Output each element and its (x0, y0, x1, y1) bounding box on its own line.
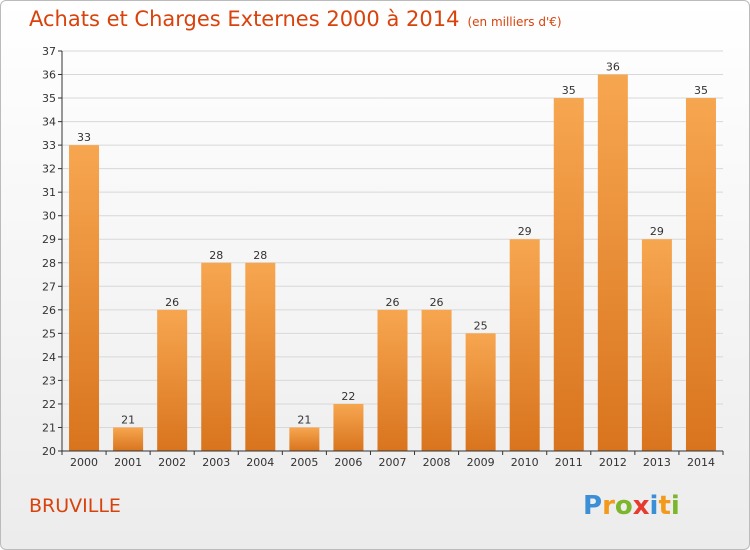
x-tick-label: 2013 (643, 456, 671, 469)
bar-2005 (289, 427, 320, 451)
y-tick-label: 23 (42, 374, 56, 387)
logo-letter: i (670, 491, 680, 521)
axes (58, 50, 724, 455)
y-tick-label: 26 (42, 304, 56, 317)
chart-title: Achats et Charges Externes 2000 à 2014 (e… (29, 7, 562, 31)
y-tick-label: 24 (42, 351, 56, 364)
value-label: 26 (386, 296, 400, 309)
y-tick-label: 36 (42, 69, 56, 82)
x-tick-label: 2012 (599, 456, 627, 469)
y-tick-label: 32 (42, 163, 56, 176)
bar-2008 (421, 309, 452, 451)
bar-2002 (157, 309, 188, 451)
x-tick-label: 2014 (687, 456, 715, 469)
y-tick-label: 27 (42, 280, 56, 293)
logo-letter: i (649, 491, 659, 521)
y-tick-label: 25 (42, 327, 56, 340)
y-tick-label: 29 (42, 233, 56, 246)
chart-unit: (en milliers d'€) (467, 15, 562, 29)
bar-2013 (641, 239, 672, 451)
logo-letter: o (614, 491, 633, 521)
bar-2000 (69, 145, 100, 451)
bar-2012 (597, 74, 628, 451)
x-tick-label: 2009 (467, 456, 495, 469)
proxiti-logo: Proxiti (583, 491, 680, 521)
y-tick-label: 28 (42, 257, 56, 270)
bar-2014 (685, 98, 716, 451)
bar-2009 (465, 333, 496, 451)
value-label: 29 (650, 225, 664, 238)
logo-letter: t (658, 491, 671, 521)
bar-2004 (245, 262, 276, 451)
value-label: 35 (562, 84, 576, 97)
value-label: 28 (253, 249, 267, 262)
value-label: 21 (297, 413, 311, 426)
x-tick-label: 2011 (555, 456, 583, 469)
x-tick-label: 2000 (70, 456, 98, 469)
bar-2001 (113, 427, 144, 451)
x-tick-label: 2002 (158, 456, 186, 469)
logo-letter: P (583, 491, 603, 521)
x-tick-label: 2010 (511, 456, 539, 469)
y-tick-label: 22 (42, 398, 56, 411)
y-tick-label: 37 (42, 45, 56, 58)
x-tick-label: 2001 (114, 456, 142, 469)
value-label: 22 (341, 390, 355, 403)
bar-2007 (377, 309, 408, 451)
x-tick-label: 2003 (202, 456, 230, 469)
bar-2006 (333, 403, 364, 451)
x-tick-label: 2006 (334, 456, 362, 469)
value-label: 35 (694, 84, 708, 97)
bar-2003 (201, 262, 232, 451)
y-tick-label: 35 (42, 92, 56, 105)
y-tick-label: 31 (42, 186, 56, 199)
value-label: 33 (77, 131, 91, 144)
value-label: 21 (121, 413, 135, 426)
bars (69, 74, 716, 451)
x-tick-label: 2007 (379, 456, 407, 469)
y-tick-label: 33 (42, 139, 56, 152)
logo-letter: r (602, 491, 615, 521)
y-tick-label: 20 (42, 445, 56, 458)
x-tick-label: 2008 (423, 456, 451, 469)
x-tick-label: 2004 (246, 456, 274, 469)
value-label: 26 (165, 296, 179, 309)
bar-2011 (553, 98, 584, 451)
value-label: 36 (606, 61, 620, 74)
y-tick-label: 30 (42, 210, 56, 223)
x-tick-label: 2005 (290, 456, 318, 469)
y-tick-label: 21 (42, 421, 56, 434)
value-label: 28 (209, 249, 223, 262)
value-label: 29 (518, 225, 532, 238)
logo-letter: x (632, 491, 650, 521)
value-label: 26 (430, 296, 444, 309)
y-tick-label: 34 (42, 116, 56, 129)
commune-name: BRUVILLE (29, 495, 121, 517)
value-label: 25 (474, 319, 488, 332)
chart-title-text: Achats et Charges Externes 2000 à 2014 (29, 7, 460, 31)
labels: 20 21 22 23 24 25 26 27 28 29 30 31 32 33 34 35 36 37 33 20… (42, 45, 715, 469)
bar-2010 (509, 239, 540, 451)
